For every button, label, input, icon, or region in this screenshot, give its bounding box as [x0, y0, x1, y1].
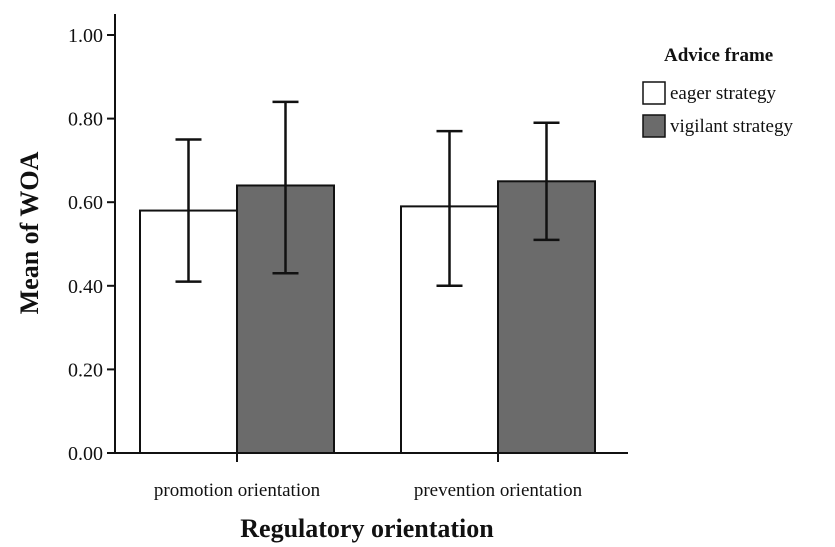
legend-swatch	[642, 81, 666, 105]
legend-title: Advice frame	[664, 45, 773, 66]
legend: Advice frame eager strategy vigilant stra…	[642, 45, 793, 138]
x-tick-label: prevention orientation	[414, 480, 583, 501]
y-tick-label: 0.20	[68, 359, 103, 381]
legend-label: eager strategy	[670, 83, 777, 104]
x-tick-label: promotion orientation	[154, 480, 321, 501]
y-tick-label: 1.00	[68, 25, 103, 47]
x-ticks: promotion orientation prevention orientat…	[154, 453, 583, 501]
y-tick-label: 0.40	[68, 276, 103, 298]
chart-axes	[114, 14, 628, 454]
chart-marks	[139, 100, 596, 455]
y-ticks: 0.00 0.20 0.40 0.60 0.80 1.00	[68, 25, 115, 465]
y-tick-label: 0.60	[68, 192, 103, 214]
y-tick-label: 0.00	[68, 443, 103, 465]
legend-label: vigilant strategy	[670, 116, 793, 137]
x-axis-title: Regulatory orientation	[240, 514, 494, 543]
y-tick-label: 0.80	[68, 109, 103, 131]
y-axis-title: Mean of WOA	[15, 151, 44, 314]
legend-swatch	[642, 114, 666, 138]
